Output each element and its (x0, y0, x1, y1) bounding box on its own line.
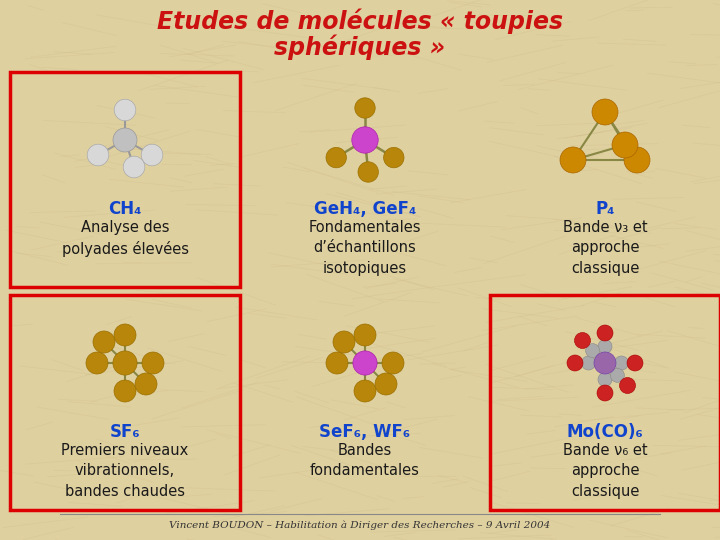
Circle shape (114, 380, 136, 402)
Text: Bandes
fondamentales: Bandes fondamentales (310, 443, 420, 478)
Text: Mo(CO)₆: Mo(CO)₆ (567, 423, 644, 441)
Circle shape (575, 333, 590, 348)
Circle shape (597, 385, 613, 401)
Circle shape (567, 355, 583, 371)
Text: Etudes de molécules « toupies: Etudes de molécules « toupies (157, 8, 563, 33)
Circle shape (612, 132, 638, 158)
Circle shape (113, 351, 137, 375)
Circle shape (326, 147, 346, 168)
Circle shape (592, 99, 618, 125)
Circle shape (619, 377, 636, 394)
Circle shape (113, 128, 137, 152)
Text: SeF₆, WF₆: SeF₆, WF₆ (320, 423, 410, 441)
Circle shape (333, 331, 355, 353)
Circle shape (141, 144, 163, 166)
Text: Bande ν₆ et
approche
classique: Bande ν₆ et approche classique (563, 443, 647, 499)
Bar (10, 295, 240, 510)
Text: Analyse des
polyades élevées: Analyse des polyades élevées (61, 220, 189, 257)
Text: sphériques »: sphériques » (274, 34, 446, 59)
Text: Vincent BOUDON – Habilitation à Diriger des Recherches – 9 Avril 2004: Vincent BOUDON – Habilitation à Diriger … (169, 520, 551, 530)
Circle shape (352, 127, 378, 153)
Circle shape (375, 373, 397, 395)
Text: GeH₄, GeF₄: GeH₄, GeF₄ (314, 200, 416, 218)
Circle shape (114, 99, 136, 121)
Text: Premiers niveaux
vibrationnels,
bandes chaudes: Premiers niveaux vibrationnels, bandes c… (61, 443, 189, 499)
Circle shape (614, 356, 629, 370)
Circle shape (582, 356, 595, 370)
Circle shape (598, 373, 612, 387)
Text: CH₄: CH₄ (108, 200, 142, 218)
Circle shape (598, 340, 612, 354)
Circle shape (611, 368, 624, 382)
Circle shape (354, 324, 376, 346)
Circle shape (93, 331, 115, 353)
Circle shape (358, 162, 379, 182)
Text: SF₆: SF₆ (109, 423, 140, 441)
Circle shape (142, 352, 164, 374)
Circle shape (326, 352, 348, 374)
Text: Bande ν₃ et
approche
classique: Bande ν₃ et approche classique (563, 220, 647, 276)
Circle shape (355, 98, 375, 118)
Circle shape (123, 156, 145, 178)
Circle shape (624, 147, 650, 173)
Circle shape (354, 380, 376, 402)
Text: Fondamentales
d’échantillons
isotopiques: Fondamentales d’échantillons isotopiques (309, 220, 421, 276)
Bar (10, 72, 240, 287)
Bar (490, 295, 720, 510)
Circle shape (585, 343, 600, 357)
Circle shape (87, 144, 109, 166)
Circle shape (114, 324, 136, 346)
Circle shape (627, 355, 643, 371)
Circle shape (384, 147, 404, 168)
Circle shape (353, 351, 377, 375)
Circle shape (86, 352, 108, 374)
Text: P₄: P₄ (595, 200, 615, 218)
Circle shape (594, 352, 616, 374)
Circle shape (560, 147, 586, 173)
Circle shape (135, 373, 157, 395)
Circle shape (382, 352, 404, 374)
Circle shape (597, 325, 613, 341)
